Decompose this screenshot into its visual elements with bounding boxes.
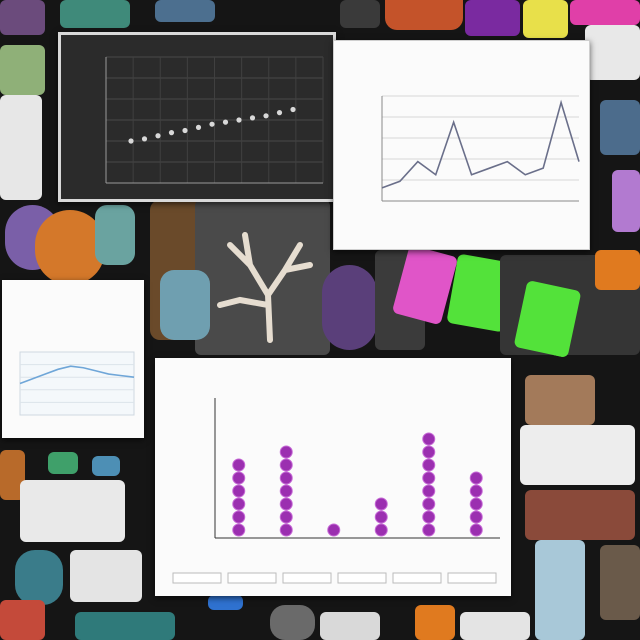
- bar-dot: [279, 458, 293, 472]
- photo-fragment: [0, 600, 45, 640]
- photo-fragment: [340, 0, 380, 28]
- photo-fragment: [535, 540, 585, 640]
- poster-fragment: [465, 0, 520, 36]
- photo-fragment: [92, 456, 120, 476]
- poster-fragment: [523, 0, 568, 38]
- bar-dot: [422, 471, 436, 485]
- bar-dot: [469, 484, 483, 498]
- footer-cell: [392, 572, 442, 584]
- bar-dot: [279, 510, 293, 524]
- small-line-chart: [19, 351, 135, 416]
- plot-area: [19, 351, 135, 416]
- data-point: [249, 115, 256, 121]
- data-point: [209, 121, 215, 127]
- data-point: [236, 117, 242, 123]
- photo-fragment: [322, 265, 377, 350]
- photo-fragment: [0, 45, 45, 95]
- line-chart-card: [333, 40, 590, 250]
- bar-dot: [422, 497, 436, 511]
- bar-dot: [469, 471, 483, 485]
- data-point: [276, 110, 283, 116]
- bar-dot: [232, 471, 246, 485]
- bar-dot: [232, 497, 246, 511]
- dark-scatter-chart: [61, 35, 333, 199]
- poster-fragment: [415, 605, 455, 640]
- footer-cell: [172, 572, 222, 584]
- photo-fragment: [155, 0, 215, 22]
- bar-dot: [232, 458, 246, 472]
- bar-dot: [374, 510, 388, 524]
- paper-fragment: [585, 25, 640, 80]
- photo-fragment: [75, 612, 175, 640]
- footer-cell: [227, 572, 277, 584]
- bar-dot: [469, 523, 483, 537]
- paper-fragment: [460, 612, 530, 640]
- bar-dot: [422, 458, 436, 472]
- poster-fragment: [612, 170, 640, 232]
- photo-fragment: [270, 605, 315, 640]
- paper-fragment: [70, 550, 142, 602]
- photo-fragment: [160, 270, 210, 340]
- data-point: [222, 119, 229, 125]
- bar-dot: [279, 445, 293, 459]
- photo-fragment: [95, 205, 135, 265]
- bar-dot: [422, 523, 436, 537]
- data-point: [263, 113, 269, 119]
- bar-dot: [232, 484, 246, 498]
- data-point: [182, 127, 188, 134]
- bar-dot: [422, 484, 436, 498]
- bar-dot: [469, 510, 483, 524]
- bar-dot: [422, 510, 436, 524]
- photo-fragment: [600, 100, 640, 155]
- bar-chart: [172, 398, 500, 584]
- line-chart: [381, 95, 580, 202]
- bar-dot: [232, 510, 246, 524]
- photo-fragment: [600, 545, 640, 620]
- photo-fragment: [0, 0, 45, 35]
- bar-dot: [232, 523, 246, 537]
- poster-fragment: [570, 0, 640, 25]
- chart-background: [61, 35, 333, 199]
- bar-dot: [469, 497, 483, 511]
- data-point: [141, 136, 148, 142]
- bar-dot: [422, 445, 436, 459]
- bar-dot: [279, 471, 293, 485]
- coral-illustration: [217, 232, 313, 343]
- photo-fragment: [15, 550, 63, 605]
- paper-fragment: [520, 425, 635, 485]
- footer-cell: [447, 572, 497, 584]
- bar-dot: [374, 497, 388, 511]
- data-point: [290, 106, 296, 113]
- paper-fragment: [20, 480, 125, 542]
- data-point: [155, 133, 161, 139]
- series-line: [19, 365, 135, 385]
- bar-dot: [327, 523, 341, 537]
- photo-fragment: [525, 490, 635, 540]
- photo-fragment: [208, 595, 243, 610]
- bar-dot: [279, 497, 293, 511]
- photo-fragment: [48, 452, 78, 474]
- bar-dot: [279, 523, 293, 537]
- series-line: [381, 99, 580, 189]
- footer-cell: [282, 572, 332, 584]
- photo-fragment: [595, 250, 640, 290]
- small-chart-card: [2, 280, 144, 438]
- photo-fragment: [195, 200, 330, 355]
- dark-scatter-card: [58, 32, 336, 202]
- data-point: [195, 124, 202, 130]
- footer-cell: [337, 572, 387, 584]
- data-point: [128, 138, 134, 144]
- bar-dot: [374, 523, 388, 537]
- paper-fragment: [0, 95, 42, 200]
- photo-fragment: [35, 210, 105, 285]
- bar-dot: [279, 484, 293, 498]
- photo-fragment: [385, 0, 463, 30]
- paper-fragment: [320, 612, 380, 640]
- data-point: [168, 130, 175, 136]
- photo-fragment: [525, 375, 595, 425]
- photo-fragment: [60, 0, 130, 28]
- bar-chart-card: [155, 358, 511, 596]
- bar-dot: [422, 432, 436, 446]
